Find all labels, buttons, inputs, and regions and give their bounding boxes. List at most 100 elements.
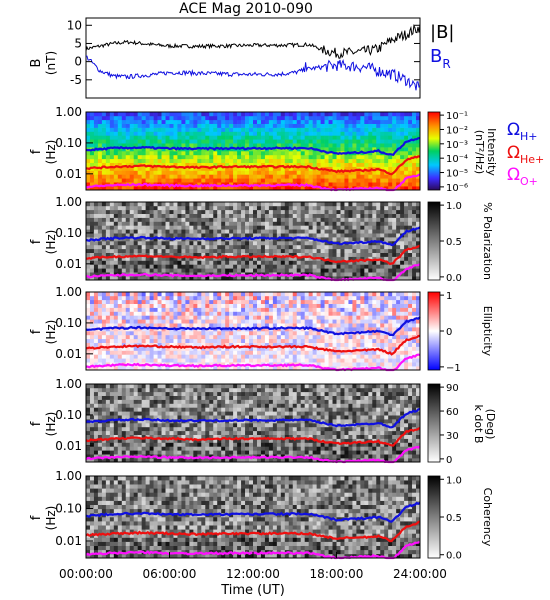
spectrogram-cell: [368, 237, 373, 242]
spectrogram-cell: [316, 268, 321, 273]
spectrogram-cell: [356, 315, 361, 320]
spectrogram-cell: [229, 151, 234, 156]
spectrogram-cell: [133, 174, 138, 179]
spectrogram-cell: [201, 346, 206, 351]
spectrogram-cell: [137, 295, 142, 301]
spectrogram-cell: [380, 244, 385, 250]
spectrogram-cell: [332, 264, 337, 269]
spectrogram-cell: [300, 346, 305, 351]
spectrogram-cell: [344, 162, 349, 167]
spectrogram-cell: [324, 202, 329, 207]
spectrogram-cell: [109, 260, 115, 265]
spectrogram-cell: [225, 151, 230, 156]
spectrogram-cell: [121, 303, 127, 308]
spectrogram-cell: [241, 233, 246, 238]
spectrogram-cell: [284, 342, 290, 347]
spectrogram-cell: [280, 338, 286, 343]
spectrogram-cell: [189, 342, 194, 347]
spectrogram-cell: [332, 323, 337, 328]
spectrogram-cell: [268, 213, 274, 218]
spectrogram-cell: [105, 366, 111, 371]
spectrogram-cell: [233, 256, 238, 261]
spectrogram-cell: [408, 166, 413, 171]
spectrogram-cell: [324, 295, 329, 301]
spectrogram-cell: [133, 186, 138, 191]
spectrogram-cell: [161, 303, 166, 308]
spectrogram-cell: [185, 202, 190, 207]
spectrogram-cell: [276, 217, 282, 222]
spectrogram-cell: [249, 233, 254, 238]
spectrogram-cell: [133, 319, 138, 324]
spectrogram-cell: [292, 151, 298, 156]
spectrogram-cell: [97, 311, 103, 316]
spectrogram-cell: [105, 303, 111, 308]
spectrogram-cell: [348, 323, 353, 328]
spectrogram-cell: [149, 119, 154, 124]
spectrogram-cell: [388, 202, 393, 207]
spectrogram-cell: [101, 354, 107, 359]
spectrogram-cell: [404, 264, 409, 269]
spectrogram-cell: [89, 182, 95, 187]
spectrogram-cell: [105, 123, 111, 128]
spectrogram-cell: [360, 119, 365, 124]
spectrogram-cell: [117, 127, 123, 132]
spectrogram-cell: [280, 292, 286, 297]
spectrogram-cell: [213, 354, 218, 359]
spectrogram-cell: [149, 213, 154, 218]
spectrogram-cell: [177, 319, 182, 324]
spectrogram-cell: [185, 209, 190, 214]
spectrogram-cell: [137, 315, 142, 320]
spectrogram-cell: [93, 174, 99, 179]
spectrogram-cell: [336, 205, 341, 211]
spectrogram-cell: [320, 213, 325, 218]
spectrogram-cell: [149, 225, 154, 230]
spectrogram-cell: [328, 174, 333, 179]
spectrogram-cell: [284, 229, 290, 234]
spectrogram-cell: [308, 350, 313, 355]
spectrogram-cell: [169, 342, 174, 347]
spectrogram-cell: [368, 303, 373, 308]
spectrogram-cell: [241, 131, 246, 136]
spectrogram-cell: [384, 123, 389, 128]
spectrogram-cell: [328, 354, 333, 359]
spectrogram-cell: [368, 112, 373, 117]
spectrogram-cell: [93, 241, 99, 246]
spectrogram-cell: [288, 174, 294, 179]
spectrogram-cell: [264, 350, 270, 355]
spectrogram-cell: [380, 205, 385, 211]
spectrogram-cell: [109, 331, 115, 336]
spectrogram-cell: [260, 178, 266, 183]
spectrogram-cell: [137, 217, 142, 222]
spectrogram-cell: [129, 354, 135, 359]
spectrogram-cell: [233, 268, 238, 273]
spectrogram-cell: [133, 331, 138, 336]
spectrogram-cell: [388, 358, 393, 363]
spectrogram-cell: [165, 358, 170, 363]
spectrogram-cell: [376, 311, 381, 316]
spectrogram-cell: [284, 139, 290, 144]
spectrogram-cell: [404, 112, 409, 117]
spectrogram-cell: [352, 143, 357, 148]
spectrogram-cell: [121, 131, 127, 136]
spectrogram-cell: [249, 127, 254, 132]
spectrogram-cell: [169, 186, 174, 191]
spectrogram-cell: [356, 135, 361, 140]
spectrogram-cell: [340, 112, 345, 117]
spectrogram-cell: [312, 127, 317, 132]
spectrogram-cell: [161, 174, 166, 179]
spectrogram-cell: [197, 143, 202, 148]
spectrogram-cell: [225, 162, 230, 167]
spectrogram-cell: [205, 217, 210, 222]
spectrogram-cell: [101, 151, 107, 156]
spectrogram-cell: [245, 350, 250, 355]
spectrogram-cell: [169, 331, 174, 336]
spectrogram-cell: [109, 166, 115, 171]
spectrogram-cell: [404, 119, 409, 124]
spectrogram-cell: [276, 334, 282, 340]
spectrogram-cell: [388, 182, 393, 187]
spectrogram-cell: [380, 268, 385, 273]
spectrogram-cell: [372, 311, 377, 316]
spectrogram-cell: [268, 143, 274, 148]
spectrogram-cell: [149, 295, 154, 301]
spectrogram-cell: [312, 362, 317, 367]
